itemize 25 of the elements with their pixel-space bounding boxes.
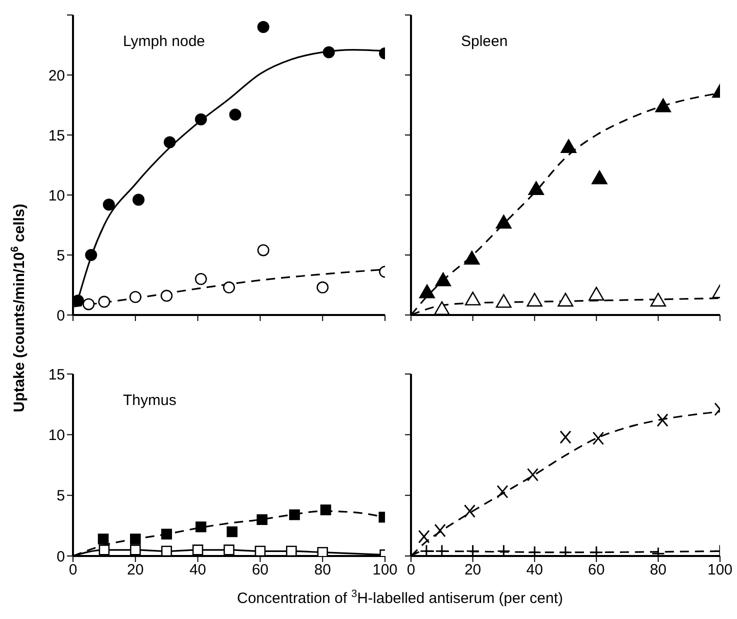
y-tick-label: 0 [56,548,65,566]
text: Spleen [461,33,508,50]
x-tick-label: 0 [68,562,78,579]
y-tick-label: 20 [48,67,65,84]
x-tick-label: 60 [252,562,269,579]
x-tick-label: 40 [189,562,206,579]
x-tick-label: 100 [707,562,733,579]
x-tick-label: 20 [127,562,144,579]
y-tick-label: 15 [48,366,65,384]
y-tick-label: 15 [48,127,65,144]
x-tick-label: 100 [372,562,398,579]
text: Thymus [123,392,176,409]
x-tick-label: 60 [588,562,605,579]
text: Lymph node [123,33,206,50]
x-tick-label: 0 [406,562,416,579]
y-tick-label: 10 [48,187,65,204]
x-tick-label: 80 [650,562,667,579]
x-tick-label: 40 [526,562,543,579]
x-tick-label: 80 [314,562,331,579]
y-tick-label: 10 [48,426,65,444]
y-tick-label: 5 [56,488,65,505]
x-tick-label: 20 [464,562,482,579]
x-axis-title: Concentration of $^{3}$H-labelled antiserum (per cent) [236,588,564,607]
y-tick-label: 5 [56,247,65,264]
y-tick-label: 0 [56,307,65,324]
